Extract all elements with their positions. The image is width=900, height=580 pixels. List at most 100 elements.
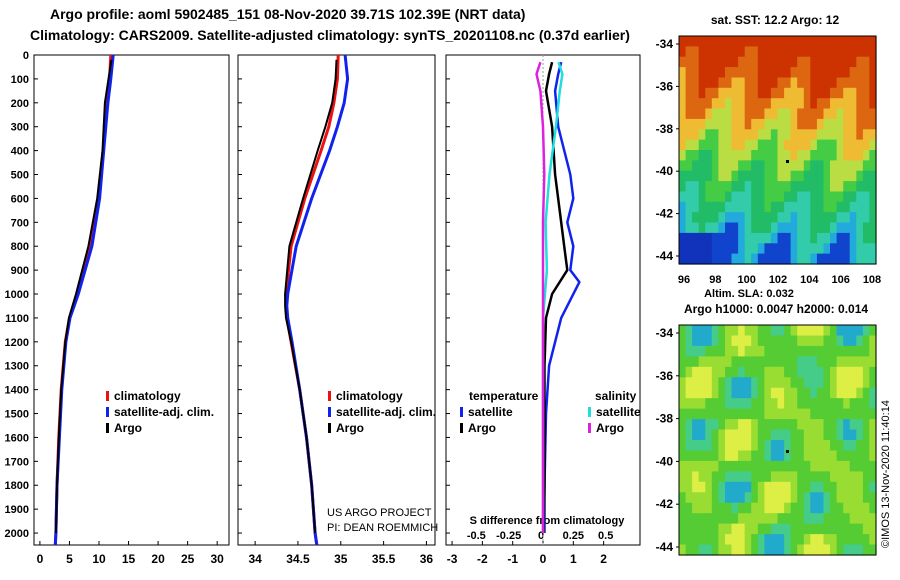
panel-frame-1: [33, 54, 230, 546]
map-cell: [692, 46, 700, 58]
map-cell: [685, 108, 693, 120]
map-cell: [790, 335, 798, 347]
map-cell: [770, 46, 779, 58]
map-cell: [698, 492, 706, 504]
map-cell: [725, 450, 733, 462]
map-cell: [764, 345, 772, 357]
map-cell: [711, 513, 719, 525]
map-cell: [777, 191, 785, 203]
map-cell: [830, 513, 838, 525]
map-cell: [725, 56, 733, 68]
map-cell: [849, 502, 857, 514]
map-cell: [849, 56, 857, 68]
map-cell: [744, 377, 752, 389]
map-cell: [770, 36, 779, 47]
map-cell: [738, 150, 746, 161]
map-cell: [751, 335, 759, 347]
map-cell: [803, 36, 811, 47]
map-cell: [790, 232, 798, 244]
map-cell: [849, 129, 857, 141]
map-cell: [757, 129, 765, 141]
map-cell: [797, 481, 805, 493]
map-cell: [869, 356, 877, 368]
map-cell: [836, 325, 844, 337]
map-cell: [692, 471, 700, 483]
map-cell: [679, 387, 687, 399]
map-cell: [823, 356, 831, 368]
map-cell: [823, 98, 831, 110]
map-cell: [836, 232, 844, 244]
map-cell: [711, 429, 719, 441]
map-cell: [810, 544, 818, 556]
title-line-2: Climatology: CARS2009. Satellite-adjuste…: [30, 27, 630, 43]
map-cell: [823, 160, 831, 172]
map-cell: [725, 471, 733, 483]
map-cell: [823, 243, 831, 255]
map-cell: [764, 450, 772, 462]
map-cell: [757, 481, 765, 493]
map-cell: [862, 170, 871, 182]
map-cell: [797, 129, 805, 141]
map-cell: [731, 87, 739, 99]
map-cell: [843, 345, 851, 357]
map-cell: [751, 471, 759, 483]
map-cell: [790, 419, 798, 431]
map-cell: [816, 534, 825, 546]
map-cell: [718, 98, 726, 110]
map-cell: [797, 471, 805, 483]
map-cell: [764, 232, 772, 244]
map-cell: [744, 325, 752, 337]
map-cell: [803, 77, 811, 89]
map-cell: [869, 366, 877, 378]
map-cell: [869, 460, 877, 472]
map-cell: [849, 67, 857, 79]
map-cell: [777, 325, 785, 337]
map-cell: [777, 534, 785, 546]
map-cell: [744, 513, 752, 525]
map-cell: [751, 513, 759, 525]
map-cell: [738, 46, 746, 58]
map-cell: [764, 460, 772, 472]
map-cell: [692, 356, 700, 368]
map-cell: [764, 325, 772, 337]
map-cell: [698, 222, 706, 234]
map-cell: [705, 481, 713, 493]
map-cell: [705, 108, 713, 120]
map-cell: [803, 544, 811, 556]
map-cell: [803, 139, 811, 151]
depth-tick-label: 1500: [5, 409, 29, 421]
map-cell: [856, 98, 864, 110]
map-cell: [738, 129, 746, 141]
map-cell: [843, 460, 851, 472]
map-cell: [757, 46, 765, 58]
map-cell: [698, 56, 706, 68]
map-cell: [744, 129, 752, 141]
map-cell: [784, 118, 792, 130]
map-cell: [757, 356, 765, 368]
map-cell: [843, 77, 851, 89]
map-cell: [830, 534, 838, 546]
map-cell: [803, 191, 811, 203]
map-cell: [705, 429, 713, 441]
map-cell: [836, 398, 844, 410]
map-cell: [849, 408, 857, 420]
map-cell: [777, 67, 785, 79]
map-cell: [849, 160, 857, 172]
legend-swatch: [460, 407, 463, 417]
map-cell: [823, 87, 831, 99]
map-cell: [830, 492, 838, 504]
map-cell: [705, 181, 713, 193]
map-cell: [856, 160, 864, 172]
map-cell: [784, 345, 792, 357]
map-cell: [679, 481, 687, 493]
map-cell: [738, 429, 746, 441]
map-cell: [738, 56, 746, 68]
map-cell: [718, 46, 726, 58]
map-cell: [797, 87, 805, 99]
map-cell: [777, 481, 785, 493]
map-cell: [777, 77, 785, 89]
map-cell: [830, 523, 838, 535]
map-cell: [856, 377, 864, 389]
map-cell: [731, 150, 739, 161]
map-cell: [784, 408, 792, 420]
